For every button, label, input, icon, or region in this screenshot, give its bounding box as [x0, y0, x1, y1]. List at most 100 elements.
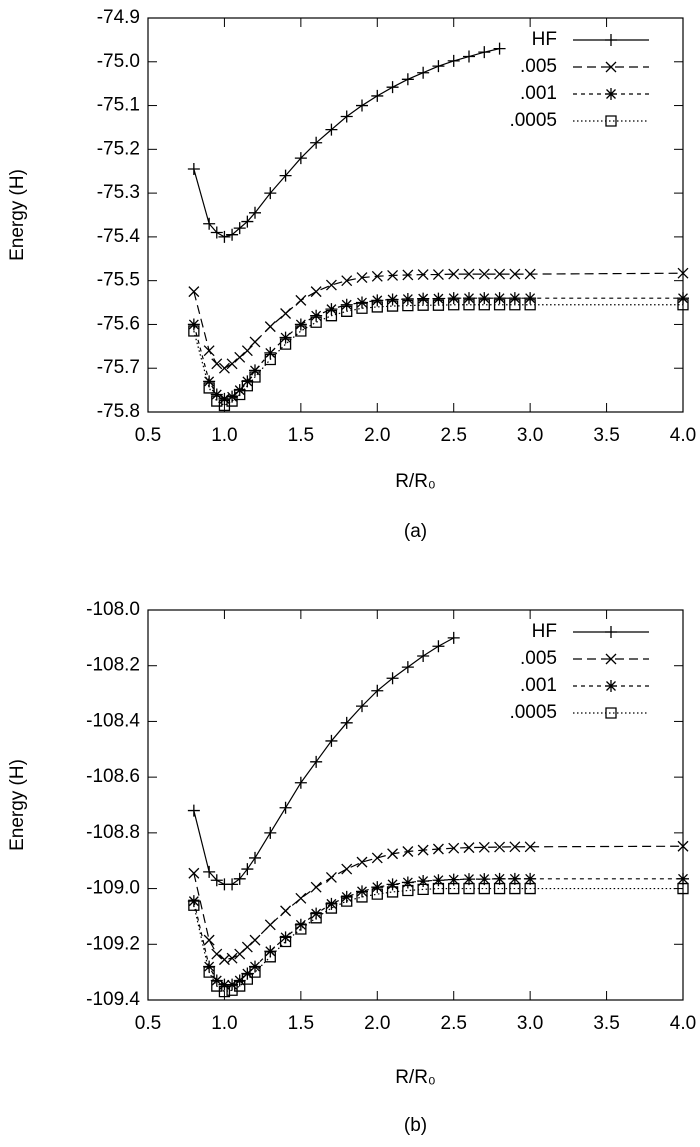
legend-marker — [605, 34, 617, 46]
marker — [386, 300, 399, 312]
marker — [524, 299, 536, 311]
legend-label: HF — [532, 29, 557, 50]
marker — [279, 331, 292, 344]
marker — [401, 293, 414, 306]
legend-marker — [605, 680, 617, 692]
marker — [432, 292, 445, 305]
marker — [417, 844, 429, 856]
marker — [211, 395, 223, 407]
marker — [279, 931, 292, 944]
series-line — [193, 845, 684, 961]
marker — [218, 399, 231, 412]
marker — [203, 345, 215, 357]
marker — [402, 299, 414, 312]
marker — [387, 848, 399, 860]
marker — [677, 299, 689, 311]
marker — [432, 299, 445, 311]
marker — [325, 734, 338, 747]
marker — [226, 358, 238, 370]
marker — [264, 951, 276, 963]
marker — [417, 649, 430, 662]
marker — [294, 318, 307, 331]
legend-marker — [605, 115, 617, 127]
marker — [677, 292, 689, 305]
marker — [249, 934, 261, 946]
marker — [493, 292, 506, 305]
marker — [493, 882, 506, 895]
marker — [417, 883, 429, 896]
legend-label: .001 — [520, 83, 557, 104]
marker — [210, 388, 223, 401]
x-tick-label: 3.5 — [593, 425, 619, 446]
marker — [478, 299, 490, 311]
marker — [241, 345, 253, 357]
y-tick-label: -108.4 — [86, 710, 140, 731]
marker — [402, 884, 414, 897]
marker — [524, 882, 536, 895]
x-tick-label: 2.5 — [441, 1013, 467, 1034]
marker — [448, 882, 460, 895]
marker — [187, 318, 200, 331]
marker — [325, 123, 338, 136]
x-tick-label: 1.0 — [211, 425, 237, 446]
marker — [188, 325, 200, 337]
series — [188, 299, 689, 412]
marker — [218, 392, 231, 405]
marker — [432, 60, 445, 73]
marker — [203, 966, 215, 978]
marker — [310, 309, 323, 322]
marker — [447, 631, 460, 644]
y-tick-label: -75.3 — [97, 182, 140, 203]
marker — [371, 881, 384, 894]
marker — [249, 966, 261, 978]
series — [187, 631, 460, 891]
marker — [509, 299, 521, 311]
y-tick-label: -75.5 — [97, 270, 140, 291]
marker — [432, 882, 445, 895]
marker — [677, 882, 689, 895]
y-tick-label: -108.8 — [86, 822, 140, 843]
legend-marker — [605, 88, 617, 100]
marker — [371, 888, 383, 900]
x-tick-label: 3.0 — [517, 1013, 543, 1034]
marker — [188, 899, 200, 911]
marker — [310, 136, 323, 149]
series-line — [193, 48, 500, 238]
legend-label: .001 — [520, 675, 557, 696]
marker — [295, 325, 307, 337]
marker — [432, 269, 444, 280]
marker — [478, 873, 491, 886]
marker — [226, 395, 238, 407]
caption: (b) — [404, 1115, 427, 1136]
x-tick-label: 1.5 — [288, 1013, 314, 1034]
plot-frame — [147, 17, 684, 413]
marker — [524, 841, 536, 853]
marker — [241, 380, 254, 392]
marker — [187, 804, 200, 817]
marker — [264, 826, 277, 839]
marker — [218, 230, 231, 243]
marker — [264, 353, 276, 366]
marker — [508, 292, 521, 305]
marker — [493, 42, 506, 55]
marker — [417, 269, 429, 280]
marker — [226, 228, 239, 241]
marker — [340, 298, 353, 311]
series-line — [193, 272, 684, 369]
x-tick-label: 1.5 — [288, 425, 314, 446]
marker — [463, 50, 475, 63]
marker — [280, 308, 292, 319]
y-tick-label: -108.0 — [86, 599, 140, 620]
marker — [203, 934, 215, 946]
series-line — [193, 878, 683, 986]
series-line — [193, 297, 683, 400]
marker — [387, 269, 399, 281]
plot-frame — [147, 609, 684, 1001]
marker — [294, 918, 307, 931]
marker — [188, 286, 200, 298]
marker — [401, 73, 414, 86]
marker — [341, 863, 353, 875]
marker — [340, 110, 353, 123]
x-tick-label: 4.0 — [670, 1013, 696, 1034]
